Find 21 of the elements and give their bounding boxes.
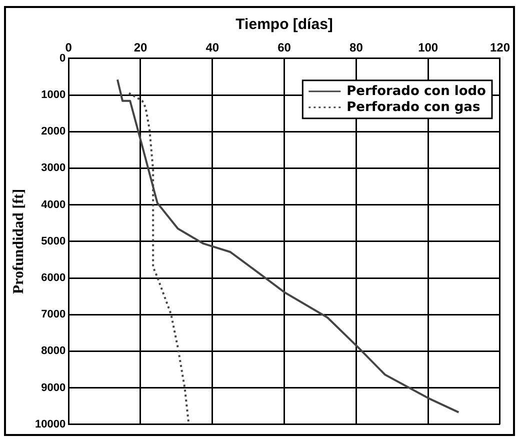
y-tick-label: 10000 — [34, 418, 66, 430]
y-tick-label: 9000 — [41, 382, 66, 394]
y-axis-title: Profundidad [ft] — [10, 188, 27, 294]
x-tick-label: 40 — [206, 40, 220, 55]
x-tick-label: 60 — [278, 40, 292, 55]
x-tick-label: 120 — [490, 40, 510, 55]
y-tick-label: 8000 — [41, 345, 66, 358]
y-tick-label: 3000 — [41, 162, 66, 174]
y-tick-label: 4000 — [41, 198, 66, 211]
y-tick-label: 7000 — [41, 308, 66, 321]
x-tick-label: 20 — [134, 40, 148, 55]
y-tick-label: 2000 — [41, 126, 66, 138]
y-tick-label: 6000 — [41, 272, 66, 284]
legend-label: Perforado con gas — [346, 100, 480, 115]
x-tick-label: 80 — [350, 40, 364, 55]
x-axis-title: Tiempo [días] — [236, 16, 333, 34]
y-tick-label: 5000 — [41, 235, 66, 248]
y-tick-label: 1000 — [41, 89, 66, 102]
legend-label: Perforado con lodo — [346, 84, 486, 99]
y-tick-label: 0 — [59, 52, 66, 64]
x-tick-label: 100 — [418, 40, 438, 55]
